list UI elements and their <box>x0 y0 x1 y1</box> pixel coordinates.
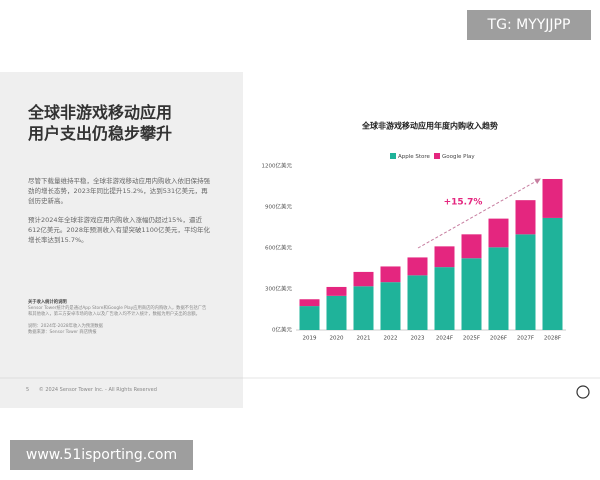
bar-segment <box>488 247 509 330</box>
title: 全球非游戏移动应用 用户支出仍稳步攀升 <box>28 102 172 144</box>
page-number: 5 <box>26 387 30 393</box>
x-tick-label: 2021 <box>357 336 371 342</box>
x-tick-label: 2027F <box>517 336 534 342</box>
x-tick-label: 2023 <box>411 336 425 342</box>
note-source: 数据来源：Sensor Tower 商店情报 <box>28 330 97 335</box>
note-forecast: 说明：2024年-2028年收入为预测数据 <box>28 324 103 329</box>
bar-segment <box>434 267 455 330</box>
body-text: 尽管下载量维持平稳，全球非游戏移动应用内购收入依旧保持强劲的增长态势，2023年… <box>28 176 213 245</box>
bar-segment <box>461 234 482 259</box>
note-title: 关于收入统计的说明 <box>28 300 67 305</box>
logo-icon <box>576 385 590 399</box>
bar-segment <box>407 275 428 330</box>
bar-segment <box>299 306 320 330</box>
x-tick-label: 2020 <box>330 336 344 342</box>
paragraph: 预计2024年全球非游戏应用内购收入涨幅仍超过15%，逼近612亿美元。2028… <box>28 216 210 244</box>
x-tick-label: 2019 <box>303 336 317 342</box>
bar-segment <box>326 286 347 296</box>
left-panel <box>0 72 243 408</box>
bar-segment <box>353 286 374 330</box>
trend-arrow <box>417 178 541 249</box>
notes: 关于收入统计的说明 Sensor Tower统计的是通过App Store和Go… <box>28 300 208 336</box>
copyright: © 2024 Sensor Tower Inc. - All Rights Re… <box>38 387 157 393</box>
note-text: Sensor Tower统计的是通过App Store和Google Play应… <box>28 306 207 317</box>
bar-segment <box>380 266 401 283</box>
legend-swatch <box>434 153 440 159</box>
bar-segment <box>488 218 509 248</box>
y-tick-label: 300亿美元 <box>265 285 292 293</box>
legend-swatch <box>390 153 396 159</box>
y-tick-label: 600亿美元 <box>265 244 292 252</box>
bar-segment <box>407 257 428 276</box>
bar-segment <box>461 258 482 330</box>
title-line: 全球非游戏移动应用 <box>28 103 173 122</box>
chart-title: 全球非游戏移动应用年度内购收入趋势 <box>361 121 498 131</box>
title-line: 用户支出仍稳步攀升 <box>28 124 173 143</box>
bar-segment <box>542 217 563 330</box>
x-tick-label: 2025F <box>463 336 480 342</box>
legend-label: Google Play <box>442 154 475 160</box>
bar-segment <box>299 299 320 307</box>
footer: 5 © 2024 Sensor Tower Inc. - All Rights … <box>26 387 157 393</box>
bar-segment <box>353 271 374 287</box>
bar-segment <box>434 246 455 268</box>
paragraph: 尽管下载量维持平稳，全球非游戏移动应用内购收入依旧保持强劲的增长态势，2023年… <box>28 177 210 205</box>
x-tick-label: 2026F <box>490 336 507 342</box>
bar-segment <box>380 282 401 330</box>
y-tick-label: 0亿美元 <box>272 326 292 334</box>
legend-label: Apple Store <box>398 154 431 160</box>
annotation: +15.7% <box>444 198 483 208</box>
bar-segment <box>542 178 563 218</box>
bar-segment <box>515 234 536 330</box>
y-tick-label: 1200亿美元 <box>262 162 293 170</box>
bar-segment <box>326 295 347 330</box>
y-tick-label: 900亿美元 <box>265 203 292 211</box>
x-tick-label: 2024F <box>436 336 453 342</box>
x-tick-label: 2022 <box>384 336 398 342</box>
bar-segment <box>515 200 536 235</box>
x-tick-label: 2028F <box>544 336 561 342</box>
watermark: TG: MYYJJPP <box>467 10 591 40</box>
watermark: www.51isporting.com <box>10 440 193 470</box>
